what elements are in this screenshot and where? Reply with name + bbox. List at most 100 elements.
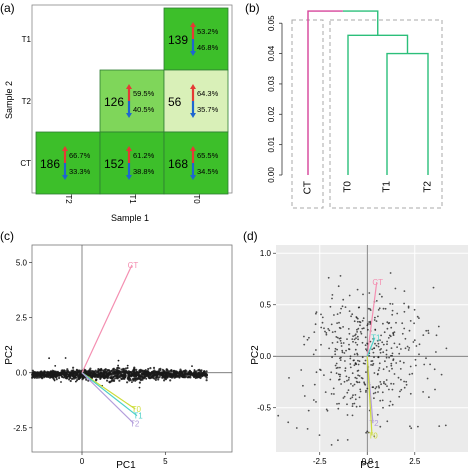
data-point: [379, 425, 382, 428]
dendrogram-y-axis: 0.00 0.01 0.02 0.03 0.04 0.05: [267, 15, 283, 183]
data-point: [377, 342, 380, 345]
data-point: [356, 288, 359, 291]
data-point: [393, 331, 396, 333]
data-point: [369, 340, 372, 343]
data-point: [60, 381, 62, 383]
data-point: [362, 317, 365, 320]
data-point: [178, 371, 181, 374]
loading-vector-label: T0: [368, 432, 378, 441]
data-point: [133, 377, 136, 381]
data-point: [415, 345, 418, 347]
dendrogram-leaf-label: T0: [343, 181, 354, 193]
data-point: [150, 372, 153, 375]
data-point: [364, 383, 367, 386]
data-point: [338, 378, 341, 381]
data-point: [410, 427, 413, 430]
data-point: [349, 357, 352, 360]
data-point: [148, 375, 151, 379]
data-point: [303, 395, 306, 397]
data-point: [408, 329, 411, 332]
data-point: [189, 370, 192, 373]
data-point: [382, 322, 384, 325]
panel-b-label: (b): [245, 1, 260, 15]
data-point: [406, 345, 409, 348]
data-point: [356, 328, 358, 331]
heatmap-cell-up-percent: 61.2%: [133, 151, 155, 160]
data-point: [61, 375, 64, 379]
data-point: [141, 375, 144, 378]
data-point: [355, 316, 358, 319]
heatmap-cell-down-percent: 38.8%: [133, 167, 155, 176]
data-point: [200, 369, 203, 372]
data-point: [374, 342, 376, 345]
data-point: [371, 386, 374, 389]
data-point: [398, 343, 401, 346]
data-point: [40, 376, 43, 379]
data-point: [381, 391, 384, 394]
data-point: [82, 376, 85, 379]
up-arrowhead-icon: [190, 22, 196, 27]
data-point: [369, 320, 372, 323]
data-point: [99, 377, 102, 380]
data-point: [66, 368, 69, 371]
data-point: [362, 293, 364, 296]
data-point: [361, 356, 364, 359]
data-point: [337, 285, 340, 288]
data-point: [182, 375, 185, 378]
data-point: [147, 367, 150, 371]
data-point: [352, 394, 354, 397]
data-point: [380, 383, 382, 386]
data-point: [313, 331, 316, 333]
data-point: [75, 379, 79, 382]
data-point: [405, 380, 408, 383]
data-point: [389, 302, 392, 305]
data-point: [354, 333, 357, 336]
data-point: [157, 378, 160, 381]
data-point: [353, 353, 356, 356]
heatmap-cell-down-percent: 34.5%: [197, 167, 219, 176]
data-point: [135, 368, 138, 371]
data-point: [369, 308, 371, 310]
data-point: [357, 363, 360, 366]
data-point: [358, 381, 361, 384]
data-point: [375, 386, 378, 388]
x-tick-label: 0: [80, 457, 85, 466]
data-point: [106, 379, 109, 382]
data-point: [408, 347, 411, 349]
data-point: [391, 388, 394, 391]
data-point: [335, 336, 338, 338]
data-point: [385, 379, 388, 381]
heatmap-cell-count: 152: [104, 157, 124, 171]
data-point: [197, 372, 200, 375]
data-point: [373, 397, 375, 400]
data-point: [39, 374, 43, 377]
data-point: [383, 331, 386, 334]
data-point: [391, 403, 394, 406]
data-point: [315, 371, 318, 374]
data-point: [90, 376, 93, 379]
data-point: [85, 378, 88, 381]
data-point: [373, 356, 375, 359]
data-point: [337, 366, 339, 369]
data-point: [356, 370, 359, 372]
data-point: [327, 328, 330, 330]
data-point: [390, 382, 392, 385]
data-point: [390, 326, 393, 329]
data-point: [366, 324, 369, 327]
heatmap-cell-up-percent: 65.5%: [197, 151, 219, 160]
data-point: [351, 338, 354, 340]
data-point: [114, 368, 117, 371]
data-point: [353, 402, 356, 405]
data-point: [395, 362, 398, 364]
loading-vector: [366, 281, 378, 357]
data-point: [313, 383, 316, 386]
data-point: [385, 366, 388, 368]
data-point: [422, 391, 424, 393]
data-point: [392, 358, 395, 360]
data-point: [351, 405, 354, 407]
data-point: [388, 356, 390, 359]
heatmap-y-tick-label: T2: [22, 97, 32, 106]
loading-vector: [81, 372, 138, 417]
data-point: [181, 371, 184, 374]
data-point: [444, 424, 447, 427]
